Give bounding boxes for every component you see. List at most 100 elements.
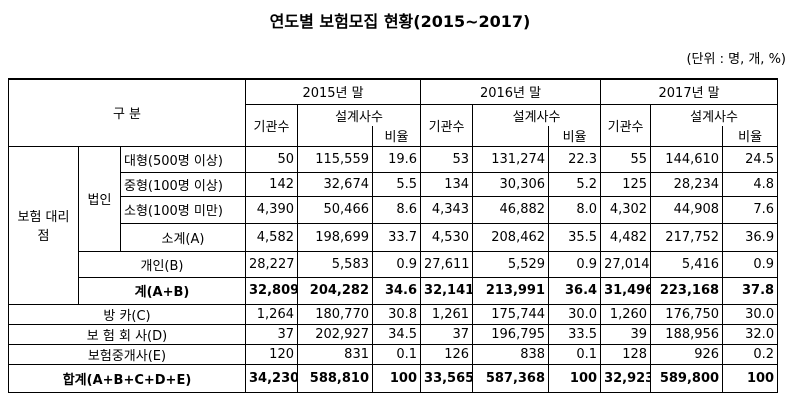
- table-cell: 기관수: [600, 103, 652, 147]
- table-cell: 1,260: [600, 303, 652, 325]
- table-cell: 법인: [78, 145, 121, 252]
- table-cell: 2015년 말: [244, 78, 422, 105]
- table-cell: 39: [600, 323, 652, 345]
- table-cell: 방 카(C): [8, 303, 246, 325]
- table-cell: 19.6: [371, 145, 422, 173]
- table-cell: 587,368: [472, 363, 550, 393]
- table-row: 보 험 회 사(D) 37 202,927 34.5 37 196,795 33.5 39 18…: [8, 323, 779, 345]
- table-cell: 926: [650, 343, 724, 365]
- table-cell: 보험중개사(E): [8, 343, 246, 365]
- table-cell: 2016년 말: [420, 78, 602, 105]
- table-cell: 비율: [371, 126, 422, 147]
- table-cell: 1,264: [245, 303, 298, 325]
- table-cell: 설계사수: [650, 103, 779, 126]
- table-cell: 4,530: [420, 222, 474, 252]
- table-cell: 180,770: [297, 303, 373, 325]
- table-cell: 24.5: [722, 145, 779, 173]
- table-row: 방 카(C) 1,264 180,770 30.8 1,261 175,744 30.0 1,…: [8, 303, 779, 325]
- table-cell: 5,583: [297, 250, 373, 278]
- table-cell: 37: [245, 323, 298, 345]
- table-cell: 소계(A): [120, 222, 246, 252]
- table-cell: 1,261: [420, 303, 474, 325]
- table-cell: 기관수: [245, 103, 298, 147]
- table-cell: 중형(100명 이상): [120, 171, 246, 197]
- table-cell: 0.2: [722, 343, 779, 365]
- table-cell: 208,462: [472, 222, 550, 252]
- table-cell: 28,234: [650, 171, 724, 197]
- table-cell: 27,611: [420, 250, 474, 278]
- table-cell: 37: [420, 323, 474, 345]
- table-cell: 2017년 말: [600, 78, 779, 105]
- table-cell: 8.0: [548, 195, 602, 224]
- table-cell: 5.5: [371, 171, 422, 197]
- table-cell: 176,750: [650, 303, 724, 325]
- table-cell: 204,282: [297, 276, 373, 305]
- table-cell: 100: [722, 363, 779, 393]
- table-cell: 33,565: [420, 363, 474, 393]
- table-row: 구 분 2015년 말 2016년 말 2017년 말: [8, 78, 779, 147]
- table-cell: [297, 126, 373, 147]
- table-cell: 0.1: [371, 343, 422, 365]
- table-cell: 계(A+B): [78, 276, 246, 305]
- table-cell: 53: [420, 145, 474, 173]
- table-cell: 831: [297, 343, 373, 365]
- table-row: 기관수 설계사수 기관수 설계사수 기관수 설계사수: [9, 103, 779, 147]
- table-cell: 134: [420, 171, 474, 197]
- table-cell: 5.2: [548, 171, 602, 197]
- table-cell: 188,956: [650, 323, 724, 345]
- table-row: 합계(A+B+C+D+E) 34,230 588,810 100 33,565 587,3…: [8, 363, 779, 393]
- table-cell: 0.9: [371, 250, 422, 278]
- table-cell: 34,230: [245, 363, 298, 393]
- table-cell: 128: [600, 343, 652, 365]
- unit-note: (단위 : 명, 개, %): [686, 52, 786, 67]
- table-cell: 34.6: [371, 276, 422, 305]
- table-cell: 30,306: [472, 171, 550, 197]
- table-cell: 합계(A+B+C+D+E): [8, 363, 246, 393]
- table-cell: 0.1: [548, 343, 602, 365]
- title: 연도별 보험모집 현황(2015~2017): [269, 12, 531, 31]
- table-cell: 32,674: [297, 171, 373, 197]
- table: 구 분 2015년 말 2016년 말 2017년 말 기관수 설계사수 기관수 설계사수 기관…: [8, 78, 779, 393]
- table-cell: 217,752: [650, 222, 724, 252]
- table-cell: 175,744: [472, 303, 550, 325]
- table-cell: 213,991: [472, 276, 550, 305]
- table-cell: 33.7: [371, 222, 422, 252]
- table-cell: 33.5: [548, 323, 602, 345]
- table-cell: 30.0: [548, 303, 602, 325]
- table-cell: 4,343: [420, 195, 474, 224]
- table-cell: 202,927: [297, 323, 373, 345]
- table-cell: 대형(500명 이상): [120, 145, 246, 173]
- table-cell: 100: [371, 363, 422, 393]
- table-cell: 125: [600, 171, 652, 197]
- table-cell: 44,908: [650, 195, 724, 224]
- table-row: 소계(A) 4,582 198,699 33.7 4,530 208,462 35.5 4,4…: [9, 222, 779, 252]
- table-cell: 100: [548, 363, 602, 393]
- table-cell: 32,923: [600, 363, 652, 393]
- table-cell: 50,466: [297, 195, 373, 224]
- table-cell: 31,496: [600, 276, 652, 305]
- table-cell: 4.8: [722, 171, 779, 197]
- table-row: 보험중개사(E) 120 831 0.1 126 838 0.1 128 926 0.2: [8, 343, 779, 365]
- table-cell: 5,416: [650, 250, 724, 278]
- table-cell: 50: [245, 145, 298, 173]
- table-cell: 기관수: [420, 103, 474, 147]
- table-cell: 4,390: [245, 195, 298, 224]
- table-cell: 36.9: [722, 222, 779, 252]
- table-row: 소형(100명 미만) 4,390 50,466 8.6 4,343 46,882 8.0 4…: [9, 195, 779, 224]
- table-cell: 46,882: [472, 195, 550, 224]
- table-cell: 27,014: [600, 250, 652, 278]
- table-row: 계(A+B) 32,809 204,282 34.6 32,141 213,991 36.4…: [9, 276, 779, 305]
- table-cell: 22.3: [548, 145, 602, 173]
- table-cell: 0.9: [722, 250, 779, 278]
- table-cell: 120: [245, 343, 298, 365]
- table-cell: 8.6: [371, 195, 422, 224]
- table-cell: 838: [472, 343, 550, 365]
- table-cell: 30.8: [371, 303, 422, 325]
- table-cell: 구 분: [8, 78, 246, 147]
- table-cell: 126: [420, 343, 474, 365]
- table-cell: [472, 126, 549, 147]
- table-cell: 37.8: [722, 276, 779, 305]
- table-cell: 131,274: [472, 145, 550, 173]
- table-cell: 142: [245, 171, 298, 197]
- table-cell: [650, 126, 723, 147]
